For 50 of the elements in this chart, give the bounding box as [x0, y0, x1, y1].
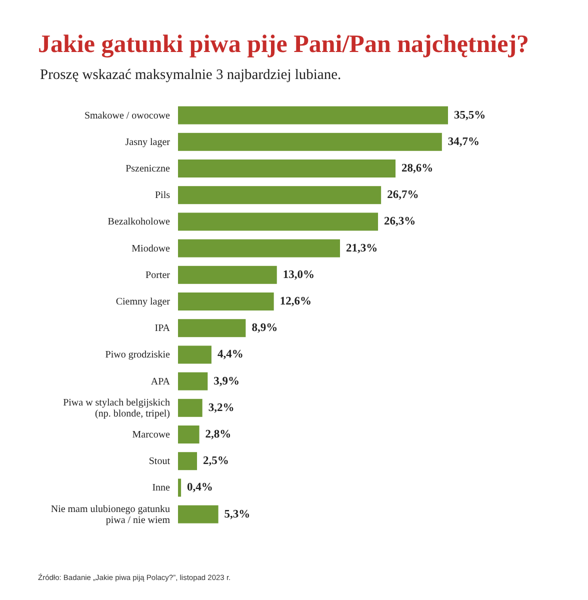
bar: [178, 346, 212, 364]
y-tick-label: Jasny lager: [125, 136, 171, 148]
y-tick-label: Pszeniczne: [126, 163, 171, 174]
data-label: 2,8%: [205, 428, 232, 440]
y-tick-label: Nie mam ulubionego gatunku piwa / nie wiem: [50, 503, 170, 526]
bar: [178, 212, 378, 231]
data-label: 4,4%: [217, 348, 244, 361]
bar: [178, 292, 274, 310]
y-tick-label: Marcowe: [132, 429, 171, 440]
data-label: 3,2%: [208, 402, 234, 414]
bar: [178, 239, 340, 258]
y-tick-label: Pils: [154, 190, 170, 201]
data-label: 5,3%: [224, 508, 250, 520]
y-tick-label: APA: [150, 376, 171, 387]
y-tick-label: IPA: [154, 322, 171, 334]
bar: [178, 398, 202, 417]
bar: [178, 426, 200, 444]
data-label: 0,4%: [187, 482, 213, 494]
y-tick-label: Bezalkoholowe: [108, 216, 171, 228]
data-label: 2,5%: [203, 455, 229, 468]
bar: [178, 186, 382, 204]
y-tick-label: Piwo grodziskie: [105, 349, 171, 360]
y-tick-label: Miodowe: [132, 242, 171, 254]
data-label: 13,0%: [282, 268, 314, 281]
data-label: 8,9%: [252, 322, 278, 334]
bar: [178, 160, 396, 178]
y-tick-label: Smakowe / owocowe: [84, 110, 171, 121]
data-label: 26,7%: [387, 189, 419, 202]
bar: [178, 452, 198, 470]
bar: [178, 132, 442, 151]
y-tick-label: Ciemny lager: [116, 296, 171, 307]
y-tick-label: Piwa w stylach belgijskich (np. blonde, tripel): [63, 396, 170, 419]
bar: [178, 106, 448, 124]
data-label: 12,6%: [280, 296, 312, 308]
bar: [178, 372, 208, 390]
chart-subtitle: Proszę wskazać maksymalnie 3 najbardziej lubiane.: [40, 67, 342, 83]
bar: [178, 478, 182, 497]
chart-title: Jakie gatunki piwa pije Pani/Pan najchętniej?: [38, 31, 530, 58]
y-tick-label: Porter: [146, 269, 171, 280]
data-label: 21,3%: [346, 242, 378, 254]
data-label: 26,3%: [384, 216, 416, 228]
data-label: 28,6%: [402, 162, 434, 174]
bar: [178, 266, 277, 284]
bar: [178, 319, 246, 338]
data-label: 34,7%: [448, 136, 480, 148]
data-label: 35,5%: [454, 109, 486, 122]
data-label: 3,9%: [214, 375, 240, 388]
y-tick-label: Stout: [148, 456, 170, 467]
bar: [178, 505, 218, 524]
y-tick-label: Inne: [152, 482, 171, 494]
